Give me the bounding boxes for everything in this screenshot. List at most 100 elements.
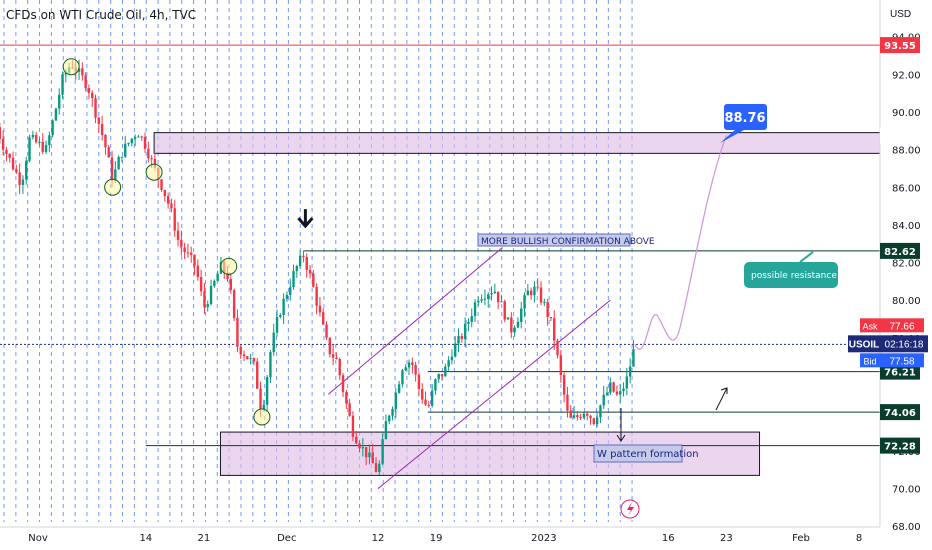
- candle-body: [58, 94, 61, 109]
- candle-body: [579, 417, 582, 419]
- candle-body: [302, 255, 305, 258]
- symbol-tag: [848, 335, 880, 353]
- candle-body: [61, 74, 64, 95]
- candle-body: [463, 323, 467, 340]
- candle-body: [348, 403, 351, 416]
- candle-body: [100, 123, 104, 136]
- candle-body: [539, 287, 543, 303]
- candle-body: [556, 340, 559, 356]
- candle-body: [48, 135, 51, 146]
- candle-body: [500, 301, 503, 303]
- candle-body: [628, 366, 632, 377]
- candle-body: [536, 286, 539, 288]
- candle-body: [176, 230, 180, 240]
- highlight-circle: [253, 408, 271, 426]
- candle-body: [351, 415, 355, 437]
- candle-body: [166, 196, 170, 204]
- candle-body: [569, 410, 572, 418]
- candle-body: [374, 463, 378, 473]
- resistance-note-pointer: [799, 251, 814, 263]
- level-tag: [880, 37, 920, 54]
- candle-body: [328, 337, 332, 355]
- y-tick-label: 86.00: [892, 183, 921, 194]
- candle-body: [622, 388, 625, 392]
- candle-body: [104, 135, 107, 148]
- candle-body: [391, 408, 394, 416]
- bid-price-text: 77.58: [889, 356, 914, 367]
- candle-body: [275, 316, 279, 333]
- candle-body: [553, 318, 556, 341]
- candle-body: [414, 365, 417, 375]
- candle-body: [153, 158, 157, 168]
- candle-body: [411, 362, 414, 366]
- candle-body: [460, 335, 464, 340]
- countdown-box: [880, 335, 928, 353]
- candle-body: [549, 317, 553, 319]
- candle-body: [526, 290, 530, 296]
- candle-body: [338, 359, 341, 376]
- candle-body: [543, 301, 546, 303]
- candle-body: [232, 290, 236, 318]
- x-tick-label: Nov: [28, 533, 48, 544]
- candle-body: [262, 404, 266, 410]
- candle-body: [133, 137, 137, 139]
- x-tick-label: 23: [720, 533, 733, 544]
- candle-body: [137, 136, 140, 138]
- candle-body: [282, 298, 285, 316]
- resistance-note-text: possible resistance zone: [751, 271, 862, 281]
- candle-body: [615, 391, 619, 395]
- candle-body: [427, 404, 431, 406]
- candle-body: [625, 376, 629, 389]
- x-tick-label: 2023: [531, 533, 556, 544]
- ask-label-text: Ask: [862, 321, 878, 331]
- down-pointer-icon: [616, 408, 626, 442]
- y-tick-label: 82.00: [892, 259, 921, 270]
- candle-body: [229, 279, 233, 291]
- level-tag: [880, 242, 920, 259]
- candle-body: [404, 367, 407, 371]
- candle-body: [355, 436, 358, 444]
- candle-body: [394, 392, 398, 409]
- candle-body: [487, 294, 490, 299]
- candle-body: [632, 349, 635, 367]
- candle-body: [559, 355, 563, 376]
- candle-body: [417, 374, 421, 389]
- candle-body: [15, 169, 18, 173]
- candle-body: [407, 362, 411, 368]
- target-label-box: [724, 104, 767, 130]
- candle-body: [388, 415, 391, 422]
- candle-body: [371, 452, 374, 464]
- candle-body: [97, 117, 101, 124]
- candle-body: [602, 394, 605, 406]
- x-tick-label: 14: [139, 533, 152, 544]
- candle-body: [130, 138, 134, 144]
- candle-body: [358, 443, 361, 449]
- y-tick-label: 68.00: [892, 522, 921, 533]
- candle-body: [361, 447, 365, 449]
- candle-body: [226, 272, 229, 280]
- candle-body: [269, 352, 272, 378]
- candle-body: [378, 463, 381, 473]
- candle-body: [94, 98, 97, 118]
- candle-body: [110, 157, 114, 181]
- level-tag-text: 93.55: [884, 41, 916, 52]
- candle-body: [186, 252, 190, 254]
- candle-body: [364, 447, 368, 458]
- candle-body: [252, 358, 256, 362]
- candle-body: [421, 388, 424, 400]
- x-tick-label: Dec: [277, 533, 296, 544]
- candle-body: [117, 156, 120, 170]
- y-tick-label: 88.00: [892, 146, 921, 157]
- highlight-circle: [104, 178, 122, 196]
- candle-body: [209, 285, 213, 305]
- projection-curve: [634, 135, 727, 350]
- x-tick-label: Feb: [792, 533, 810, 544]
- x-tick-label: 19: [430, 533, 443, 544]
- candle-body: [566, 394, 569, 411]
- candle-body: [81, 68, 84, 76]
- candle-body: [592, 418, 596, 425]
- channel-lower: [377, 299, 611, 489]
- level-tag: [880, 404, 920, 421]
